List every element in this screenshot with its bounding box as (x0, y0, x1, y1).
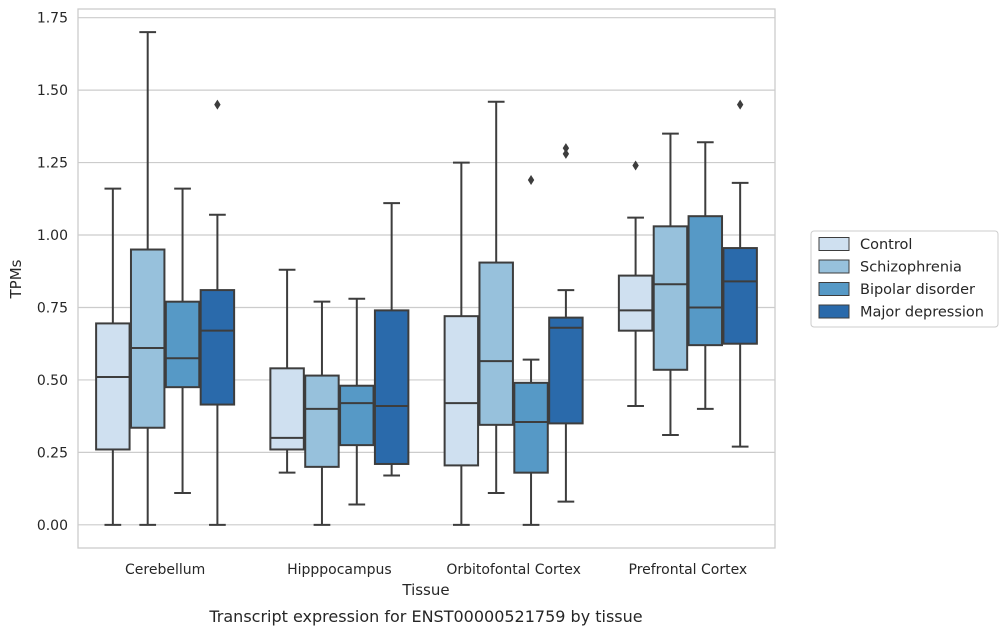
box-iqr (548, 316, 584, 425)
box (199, 99, 236, 526)
box-iqr (687, 215, 724, 347)
legend-frame (810, 230, 999, 328)
legend-swatch (818, 259, 850, 274)
x-tick-label: Hipppocampus (287, 562, 392, 578)
box-iqr (304, 374, 340, 468)
box (617, 160, 654, 408)
box-iqr (164, 300, 201, 389)
y-tick-label: 1.75 (37, 11, 68, 27)
box (95, 187, 131, 526)
box (339, 297, 375, 506)
box-iqr (339, 384, 375, 447)
outlier-point (632, 160, 639, 171)
outlier-point (562, 148, 570, 159)
legend-swatch (818, 304, 850, 319)
box (687, 141, 724, 410)
box (304, 300, 340, 526)
box-iqr (617, 274, 654, 332)
legend-label: Schizophrenia (860, 260, 962, 276)
legend-label: Major depression (860, 305, 984, 321)
y-tick-labels: 0.00 0.25 0.50 0.75 1.00 1.25 1.50 1.75 (37, 11, 68, 534)
legend-label: Control (860, 237, 912, 253)
outlier-point (527, 174, 535, 185)
box-iqr (443, 315, 480, 467)
box-iqr (95, 322, 131, 451)
box (129, 31, 166, 526)
box (269, 268, 305, 474)
legend-swatch (818, 282, 850, 296)
box-iqr (652, 225, 689, 371)
box (548, 143, 584, 503)
box-iqr (269, 367, 305, 451)
box (478, 100, 514, 494)
y-tick-label: 1.25 (37, 156, 68, 172)
y-tick-label: 0.50 (37, 373, 68, 389)
x-axis-label: Tissue (401, 581, 449, 599)
chart-caption: Transcript expression for ENST0000052175… (208, 607, 642, 626)
box-iqr (513, 381, 549, 474)
y-tick-label: 1.50 (37, 83, 68, 99)
box (373, 202, 410, 477)
x-tick-labels: Cerebellum Hipppocampus Orbitofontal Corte… (125, 562, 747, 578)
box (513, 174, 549, 526)
y-tick-label: 0.75 (37, 300, 68, 316)
legend: Control Schizophrenia Bipolar disorder Majo… (810, 230, 999, 328)
x-tick-label: Prefrontal Cortex (629, 562, 748, 578)
outlier-point (736, 99, 744, 110)
y-tick-label: 0.00 (37, 518, 68, 534)
y-tick-label: 0.25 (37, 445, 68, 461)
legend-label: Bipolar disorder (860, 282, 975, 298)
y-axis-label: TPMs (7, 259, 25, 299)
box (722, 99, 758, 448)
x-tick-label: Orbitofontal Cortex (446, 562, 581, 578)
box-iqr (129, 248, 166, 429)
legend-swatch (818, 237, 850, 251)
outlier-point (562, 143, 570, 154)
y-tick-label: 1.00 (37, 228, 68, 244)
box-iqr (722, 247, 758, 345)
box-iqr (373, 309, 410, 465)
box-iqr (199, 289, 236, 406)
box-iqr (478, 261, 514, 426)
box-groups (95, 31, 758, 526)
box (652, 132, 689, 436)
outlier-point (214, 99, 221, 110)
box (164, 187, 201, 494)
plot-frame (77, 8, 776, 549)
box (443, 161, 480, 526)
x-tick-label: Cerebellum (125, 562, 205, 578)
